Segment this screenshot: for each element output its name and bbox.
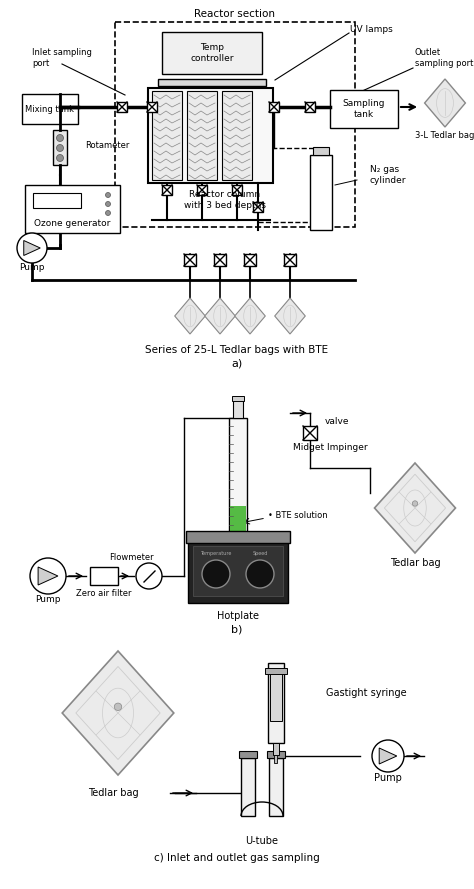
Bar xyxy=(274,755,277,763)
Text: Speed: Speed xyxy=(252,550,268,556)
Polygon shape xyxy=(62,651,174,775)
Bar xyxy=(270,671,282,721)
Text: • BTE solution: • BTE solution xyxy=(268,511,328,520)
Text: Inlet sampling
port: Inlet sampling port xyxy=(32,48,92,68)
Bar xyxy=(239,751,257,758)
Bar xyxy=(273,743,279,755)
Text: U-tube: U-tube xyxy=(246,836,279,846)
Polygon shape xyxy=(374,463,456,553)
Polygon shape xyxy=(175,298,205,334)
Bar xyxy=(152,91,182,180)
Bar xyxy=(269,102,279,112)
Text: Tedlar bag: Tedlar bag xyxy=(88,788,138,798)
Bar xyxy=(53,130,67,165)
Bar xyxy=(229,418,247,538)
Circle shape xyxy=(30,558,66,594)
Bar xyxy=(25,185,120,233)
Text: Temp
controller: Temp controller xyxy=(190,44,234,63)
Bar xyxy=(232,396,244,401)
Bar xyxy=(148,88,273,183)
Bar xyxy=(268,663,284,743)
Text: Zero air filter: Zero air filter xyxy=(76,589,132,598)
Text: 3-L Tedlar bag: 3-L Tedlar bag xyxy=(415,132,474,140)
Bar xyxy=(214,254,226,266)
Polygon shape xyxy=(425,79,465,127)
Text: Gastight syringe: Gastight syringe xyxy=(326,688,407,698)
Polygon shape xyxy=(379,748,397,764)
Bar xyxy=(313,147,329,155)
Bar xyxy=(232,185,242,195)
Bar xyxy=(230,506,246,538)
Circle shape xyxy=(106,211,110,215)
Text: Rotameter: Rotameter xyxy=(85,140,129,149)
Text: Hotplate: Hotplate xyxy=(217,611,259,621)
Circle shape xyxy=(372,740,404,772)
Text: Outlet
sampling port: Outlet sampling port xyxy=(415,48,474,68)
Text: Mixing tank: Mixing tank xyxy=(26,105,74,114)
Bar xyxy=(222,91,252,180)
Polygon shape xyxy=(38,567,58,585)
Bar xyxy=(310,155,332,230)
Polygon shape xyxy=(205,298,235,334)
Bar xyxy=(117,102,127,112)
Text: N₂ gas
cylinder: N₂ gas cylinder xyxy=(370,165,407,185)
Bar xyxy=(241,758,255,816)
Bar xyxy=(244,254,256,266)
Bar xyxy=(253,202,263,212)
Text: Pump: Pump xyxy=(374,773,402,783)
Text: Midget Impinger: Midget Impinger xyxy=(293,444,368,453)
Bar xyxy=(265,668,287,674)
Circle shape xyxy=(56,134,64,141)
Bar xyxy=(162,32,262,74)
Text: Tedlar bag: Tedlar bag xyxy=(390,558,440,568)
Bar xyxy=(303,426,317,440)
Text: Sampling
tank: Sampling tank xyxy=(343,100,385,119)
Circle shape xyxy=(246,560,274,588)
Bar xyxy=(330,90,398,128)
Bar xyxy=(22,94,78,124)
Text: Flowmeter: Flowmeter xyxy=(109,554,153,563)
Bar xyxy=(188,541,288,603)
Text: Pump: Pump xyxy=(35,596,61,605)
Circle shape xyxy=(114,703,122,710)
Polygon shape xyxy=(275,298,305,334)
Circle shape xyxy=(17,233,47,263)
Bar xyxy=(233,400,243,418)
Text: c) Inlet and outlet gas sampling: c) Inlet and outlet gas sampling xyxy=(154,853,320,863)
Circle shape xyxy=(136,563,162,589)
Circle shape xyxy=(202,560,230,588)
Bar xyxy=(305,102,315,112)
Polygon shape xyxy=(235,298,265,334)
Bar xyxy=(115,22,355,227)
Polygon shape xyxy=(24,241,40,255)
Bar xyxy=(147,102,157,112)
Bar xyxy=(187,91,217,180)
Bar xyxy=(269,758,283,816)
Circle shape xyxy=(412,501,418,506)
Circle shape xyxy=(56,155,64,162)
Text: Ozone generator: Ozone generator xyxy=(34,219,111,228)
Bar xyxy=(162,185,172,195)
Text: Pump: Pump xyxy=(19,263,45,273)
Bar xyxy=(186,531,290,543)
Text: Series of 25-L Tedlar bags with BTE: Series of 25-L Tedlar bags with BTE xyxy=(146,345,328,355)
Bar xyxy=(197,185,207,195)
Text: Reactor column
with 3 bed depths: Reactor column with 3 bed depths xyxy=(184,190,266,210)
Bar xyxy=(267,751,285,758)
Text: valve: valve xyxy=(325,417,349,426)
Text: UV lamps: UV lamps xyxy=(350,26,393,35)
Bar xyxy=(158,79,266,86)
Bar xyxy=(90,567,118,585)
Circle shape xyxy=(106,193,110,197)
Circle shape xyxy=(106,202,110,206)
Text: a): a) xyxy=(231,359,243,369)
Text: b): b) xyxy=(231,625,243,635)
Circle shape xyxy=(56,145,64,151)
Text: Reactor section: Reactor section xyxy=(194,9,275,19)
Bar xyxy=(284,254,296,266)
Text: Temperature: Temperature xyxy=(201,550,232,556)
Bar xyxy=(184,254,196,266)
Bar xyxy=(193,546,283,596)
Bar xyxy=(33,193,81,208)
